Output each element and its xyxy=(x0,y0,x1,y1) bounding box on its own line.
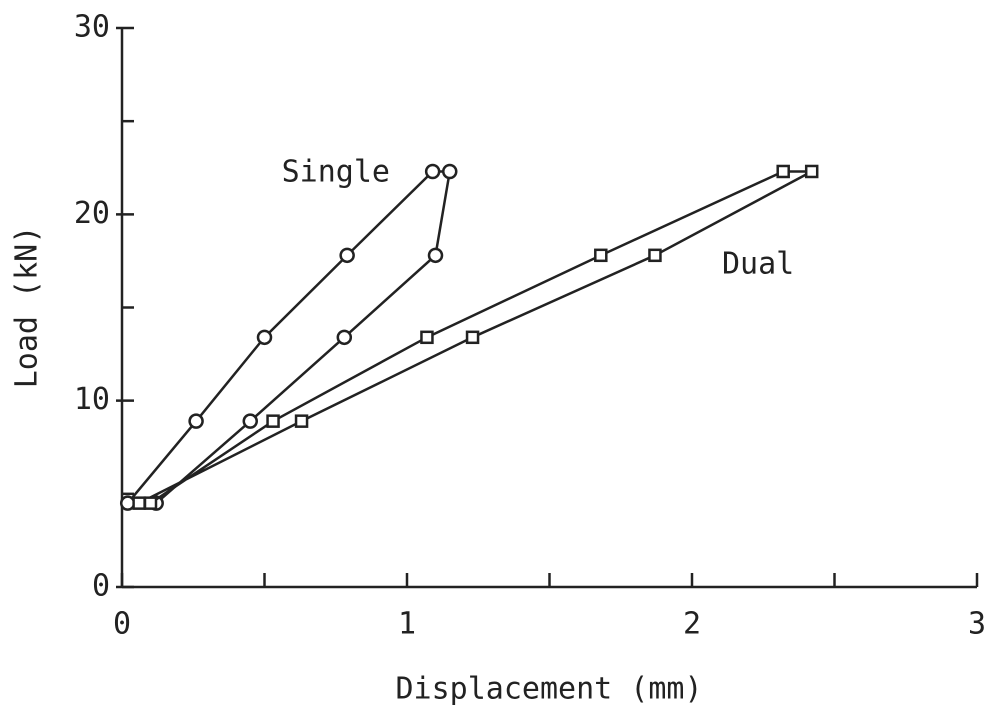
series-label: Dual xyxy=(722,247,794,282)
series-line xyxy=(126,170,452,505)
marker xyxy=(804,164,819,179)
marker xyxy=(648,248,662,263)
marker xyxy=(427,247,444,264)
marker xyxy=(336,329,353,346)
marker xyxy=(294,414,309,428)
y-tick-label: 0 xyxy=(92,569,110,604)
marker xyxy=(143,496,158,510)
x-tick-label: 2 xyxy=(683,607,701,642)
marker xyxy=(420,330,434,345)
series-label: Single xyxy=(282,155,390,190)
x-axis-label: Displacement (mm) xyxy=(395,672,702,707)
marker xyxy=(442,163,458,180)
series-line xyxy=(138,170,813,505)
marker xyxy=(424,163,441,180)
marker xyxy=(594,248,608,263)
y-axis-label: Load (kN) xyxy=(10,226,45,389)
x-tick-label: 1 xyxy=(398,607,416,642)
y-tick-label: 30 xyxy=(74,10,110,45)
marker xyxy=(266,414,280,428)
x-tick-label: 3 xyxy=(968,607,986,642)
marker xyxy=(465,330,480,345)
marker xyxy=(776,164,790,179)
marker xyxy=(256,329,273,346)
marker xyxy=(132,496,146,510)
y-tick-label: 10 xyxy=(74,382,110,417)
y-tick-label: 20 xyxy=(74,196,110,231)
x-tick-label: 0 xyxy=(113,607,131,642)
marker xyxy=(119,495,136,511)
marker xyxy=(339,247,355,264)
marker xyxy=(242,413,258,429)
marker xyxy=(188,413,204,429)
